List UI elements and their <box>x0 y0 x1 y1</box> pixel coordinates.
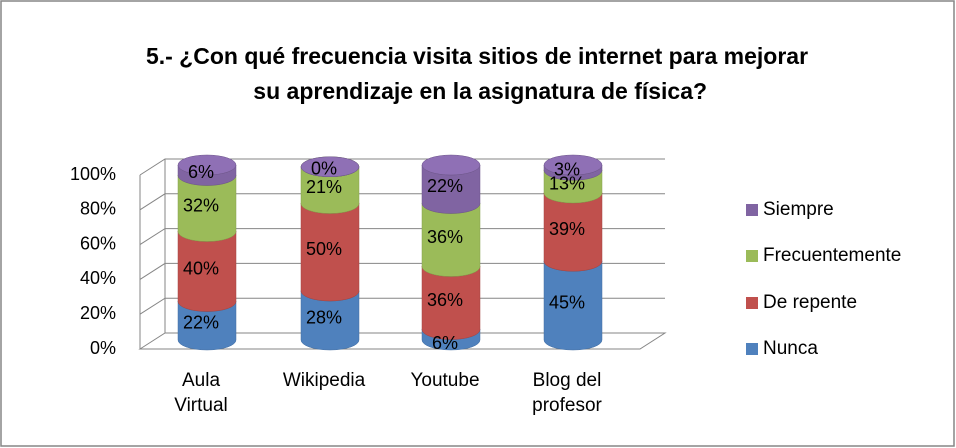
cylinder-top <box>421 154 481 176</box>
legend-swatch <box>746 250 758 262</box>
legend-label: Frecuentemente <box>763 245 901 266</box>
legend-label: Siempre <box>763 199 834 220</box>
data-label: 36% <box>427 227 463 247</box>
x-tick-label: Aula Virtual <box>174 370 228 416</box>
data-label: 36% <box>427 290 463 310</box>
grid-line <box>139 158 665 176</box>
legend-label: Nunca <box>763 338 818 359</box>
cylinder-top <box>177 154 237 176</box>
grid-line <box>139 297 665 315</box>
legend-swatch <box>746 204 758 216</box>
y-tick-label: 0% <box>90 338 116 358</box>
grid-line <box>139 262 665 280</box>
legend-swatch <box>746 343 758 355</box>
grid-line <box>139 193 665 211</box>
data-label: 50% <box>306 239 342 259</box>
y-tick-label: 60% <box>80 233 116 253</box>
data-label: 21% <box>306 177 342 197</box>
data-label: 28% <box>306 307 342 327</box>
x-tick-label: Wikipedia <box>282 370 366 391</box>
cylinder-top <box>300 156 360 177</box>
cylinder-top <box>543 154 603 176</box>
data-label: 22% <box>183 313 219 333</box>
data-label: 45% <box>549 292 585 312</box>
y-tick-label: 100% <box>70 164 116 184</box>
legend-swatch <box>746 297 758 309</box>
y-tick-label: 80% <box>80 199 116 219</box>
x-tick-label: Youtube <box>410 370 480 391</box>
data-label: 6% <box>188 162 214 182</box>
data-label: 40% <box>183 258 219 278</box>
floor <box>138 332 667 350</box>
chart-title: 5.- ¿Con qué frecuencia visita sitios de… <box>146 43 808 104</box>
data-label: 6% <box>432 333 458 353</box>
legend-label: De repente <box>763 292 857 313</box>
data-label: 0% <box>311 159 337 179</box>
data-label: 39% <box>549 219 585 239</box>
y-tick-label: 20% <box>80 303 116 323</box>
y-tick-label: 40% <box>80 268 116 288</box>
grid-line <box>139 228 665 246</box>
data-label: 3% <box>554 159 580 179</box>
data-label: 32% <box>183 195 219 215</box>
data-label: 13% <box>549 173 585 193</box>
data-label: 22% <box>427 176 463 196</box>
x-tick-label: Blog del profesor <box>532 370 602 416</box>
